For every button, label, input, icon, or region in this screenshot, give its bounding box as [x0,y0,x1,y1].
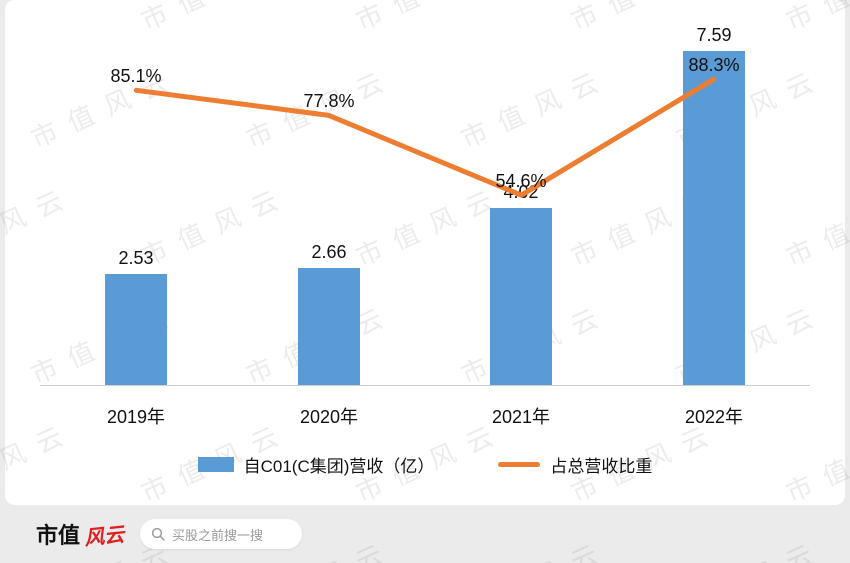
bar-value-label-2022年: 7.59 [696,25,732,45]
chart-plot-area: 2.53 2019年 2.66 2020年 4.02 2021年 7.59 2022年 85.1… [40,25,810,427]
line-value-label-2020年: 77.8% [303,91,355,111]
bar-value-label-2019年: 2.53 [118,248,154,268]
line-value-label-2019年: 85.1% [110,66,162,86]
chart-legend: 自C01(C集团)营收（亿） 占总营收比重 [0,452,850,477]
revenue-share-line [133,76,717,198]
search-placeholder: 买股之前搜一搜 [172,527,264,543]
legend-label-revenue: 自C01(C集团)营收（亿） [243,457,435,476]
bar-2019年 [105,274,167,385]
bar-value-label-2021年: 4.02 [503,182,539,202]
legend-label-share: 占总营收比重 [550,457,653,476]
x-axis-label-2021年: 2021年 [491,407,551,427]
bar-2022年 [683,51,745,385]
x-axis-label-2020年: 2020年 [299,407,359,427]
legend-bar-swatch [197,457,234,472]
x-axis-label-2019年: 2019年 [106,407,166,427]
search-icon [151,527,165,541]
brand-logo-text: 市值 [36,523,81,548]
legend-item-share: 占总营收比重 [498,452,652,477]
footer-bar: 市值 风云 买股之前搜一搜 [0,505,850,563]
line-value-label-2022年: 88.3% [688,55,740,75]
search-box[interactable]: 买股之前搜一搜 [140,519,303,549]
brand-logo-script: 风云 [83,523,126,550]
line-value-label-2021年: 54.6% [495,171,547,191]
x-axis-line [40,385,810,386]
x-axis-label-2022年: 2022年 [684,407,744,427]
legend-line-swatch [498,462,541,467]
bar-2021年 [490,208,552,385]
bar-2020年 [298,268,360,385]
legend-item-revenue: 自C01(C集团)营收（亿） [197,452,435,477]
bar-value-label-2020年: 2.66 [311,242,347,262]
